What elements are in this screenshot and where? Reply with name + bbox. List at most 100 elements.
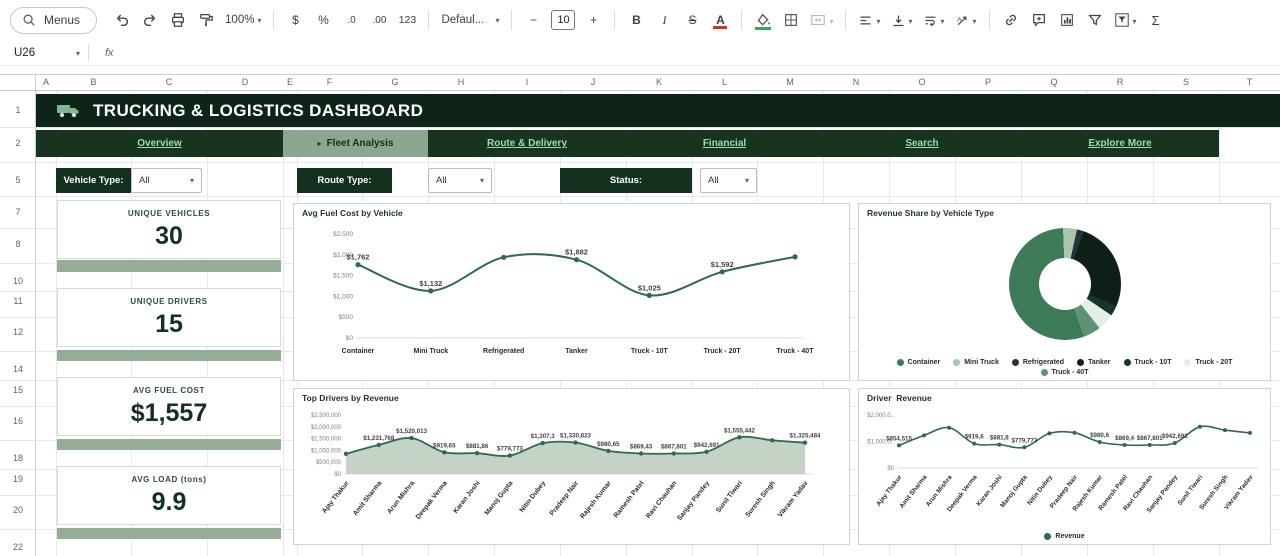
- svg-text:$942,691: $942,691: [694, 442, 720, 449]
- column-header-i[interactable]: I: [525, 77, 529, 87]
- column-header-s[interactable]: S: [1182, 77, 1190, 87]
- increase-font-size-button[interactable]: +: [580, 7, 606, 33]
- number-format-button[interactable]: 123: [394, 7, 420, 33]
- tab-route-delivery[interactable]: Route & Delivery: [428, 130, 626, 157]
- row-header-8[interactable]: 8: [15, 239, 21, 249]
- text-wrap-button[interactable]: [919, 7, 949, 33]
- column-header-c[interactable]: C: [165, 77, 173, 87]
- undo-button[interactable]: [109, 7, 135, 33]
- kpi-card-avg-fuel-cost[interactable]: AVG FUEL COST $1,557: [57, 377, 281, 436]
- increase-decimals-button[interactable]: .00: [366, 7, 392, 33]
- chart-title: Revenue Share by Vehicle Type: [867, 208, 994, 218]
- status-filter-dropdown[interactable]: All: [700, 168, 757, 193]
- chart-card-revenue-share[interactable]: Revenue Share by Vehicle Type Container M…: [858, 203, 1271, 381]
- row-header-22[interactable]: 22: [12, 542, 23, 552]
- column-header-m[interactable]: M: [786, 77, 794, 87]
- chart-card-top-drivers[interactable]: Top Drivers by Revenue $0 $500,000 $1,000,…: [293, 388, 850, 545]
- row-header-12[interactable]: 12: [12, 327, 23, 337]
- filter-views-button[interactable]: [1110, 7, 1141, 33]
- toolbar-separator: [273, 10, 275, 30]
- zoom-select[interactable]: 100%: [221, 7, 265, 33]
- column-header-f[interactable]: F: [326, 77, 333, 87]
- merge-cells-button[interactable]: [806, 7, 837, 33]
- borders-icon: [785, 14, 798, 26]
- kpi-card-unique-drivers[interactable]: UNIQUE DRIVERS 15: [57, 288, 281, 347]
- borders-button[interactable]: [778, 7, 804, 33]
- vertical-align-button[interactable]: [887, 7, 917, 33]
- row-header-16[interactable]: 16: [12, 416, 23, 426]
- name-box[interactable]: U26: [0, 40, 88, 65]
- tab-search[interactable]: Search: [823, 130, 1021, 157]
- currency-format-button[interactable]: $: [282, 7, 308, 33]
- column-header-q[interactable]: Q: [1050, 77, 1058, 87]
- insert-comment-button[interactable]: [1026, 7, 1052, 33]
- column-header-o[interactable]: O: [918, 77, 926, 87]
- strikethrough-button[interactable]: S: [679, 7, 705, 33]
- row-header-7[interactable]: 7: [15, 207, 21, 217]
- spreadsheet-grid[interactable]: TRUCKING & LOGISTICS DASHBOARD Overview …: [36, 91, 1280, 556]
- comment-icon: [1032, 14, 1045, 27]
- svg-text:$1,762: $1,762: [347, 253, 370, 262]
- column-header-h[interactable]: H: [457, 77, 465, 87]
- column-header-p[interactable]: P: [984, 77, 992, 87]
- text-rotation-button[interactable]: A: [951, 7, 981, 33]
- tab-financial[interactable]: Financial: [626, 130, 823, 157]
- paint-roller-icon: [200, 14, 213, 27]
- column-header-n[interactable]: N: [852, 77, 860, 87]
- svg-text:$1,330,823: $1,330,823: [560, 433, 592, 440]
- fill-color-button[interactable]: [750, 7, 776, 33]
- row-header-18[interactable]: 18: [12, 453, 23, 463]
- tab-explore-more[interactable]: Explore More: [1021, 130, 1219, 157]
- row-header-5[interactable]: 5: [15, 175, 21, 185]
- column-header-t[interactable]: T: [1246, 77, 1253, 87]
- row-header-10[interactable]: 10: [12, 276, 23, 286]
- menus-search-button[interactable]: Menus: [10, 6, 98, 34]
- column-header-l[interactable]: L: [721, 77, 728, 87]
- font-family-select[interactable]: Defaul...: [437, 7, 503, 33]
- functions-button[interactable]: Σ: [1143, 7, 1169, 33]
- row-header-14[interactable]: 14: [12, 364, 23, 374]
- horizontal-align-button[interactable]: [854, 7, 884, 33]
- row-header-1[interactable]: 1: [15, 105, 21, 115]
- text-color-button[interactable]: A: [707, 7, 733, 33]
- column-header-k[interactable]: K: [655, 77, 663, 87]
- legend-swatch: [896, 359, 904, 366]
- column-header-g[interactable]: G: [391, 77, 399, 87]
- insert-link-button[interactable]: [998, 7, 1024, 33]
- decrease-font-size-button[interactable]: −: [520, 7, 546, 33]
- tab-overview[interactable]: Overview: [36, 130, 283, 157]
- redo-button[interactable]: [137, 7, 163, 33]
- vehicle-type-filter-dropdown[interactable]: All: [131, 168, 202, 193]
- formula-input[interactable]: [114, 40, 1280, 65]
- column-header-r[interactable]: R: [1116, 77, 1124, 87]
- row-header-2[interactable]: 2: [15, 138, 21, 148]
- decrease-decimals-button[interactable]: .0: [338, 7, 364, 33]
- font-size-input[interactable]: 10: [551, 10, 576, 30]
- chart-card-avg-fuel-cost[interactable]: Avg Fuel Cost by Vehicle $0 $500 $1,000 $1,…: [293, 203, 850, 381]
- kpi-card-avg-load[interactable]: AVG LOAD (tons) 9.9: [57, 466, 281, 525]
- column-header-e[interactable]: E: [286, 77, 294, 87]
- insert-chart-button[interactable]: [1054, 7, 1080, 33]
- column-header-b[interactable]: B: [90, 77, 97, 87]
- print-button[interactable]: [165, 7, 191, 33]
- chart-card-driver-revenue[interactable]: Driver Revenue $0 $1,000,0.. $2,000,0.. $85…: [858, 388, 1271, 545]
- route-type-filter-dropdown[interactable]: All: [428, 168, 492, 193]
- select-all-corner[interactable]: [0, 74, 36, 91]
- column-header-a[interactable]: A: [42, 77, 50, 87]
- line-chart-svg: $0 $500 $1,000 $1,500 $2,000 $2,500 $1,762 $1,1…: [333, 231, 814, 355]
- row-header-15[interactable]: 15: [12, 385, 23, 395]
- paint-format-button[interactable]: [193, 7, 219, 33]
- italic-button[interactable]: I: [651, 7, 677, 33]
- row-header-19[interactable]: 19: [12, 474, 23, 484]
- row-header-20[interactable]: 20: [12, 505, 23, 515]
- kpi-card-unique-vehicles[interactable]: UNIQUE VEHICLES 30: [57, 200, 281, 259]
- row-header-11[interactable]: 11: [13, 296, 23, 306]
- create-filter-button[interactable]: [1082, 7, 1108, 33]
- svg-text:$980,65: $980,65: [597, 441, 620, 448]
- column-header-d[interactable]: D: [241, 77, 249, 87]
- tab-fleet-analysis[interactable]: ▸ Fleet Analysis: [283, 130, 428, 157]
- bold-button[interactable]: B: [623, 7, 649, 33]
- column-header-j[interactable]: J: [590, 77, 596, 87]
- percent-format-button[interactable]: %: [310, 7, 336, 33]
